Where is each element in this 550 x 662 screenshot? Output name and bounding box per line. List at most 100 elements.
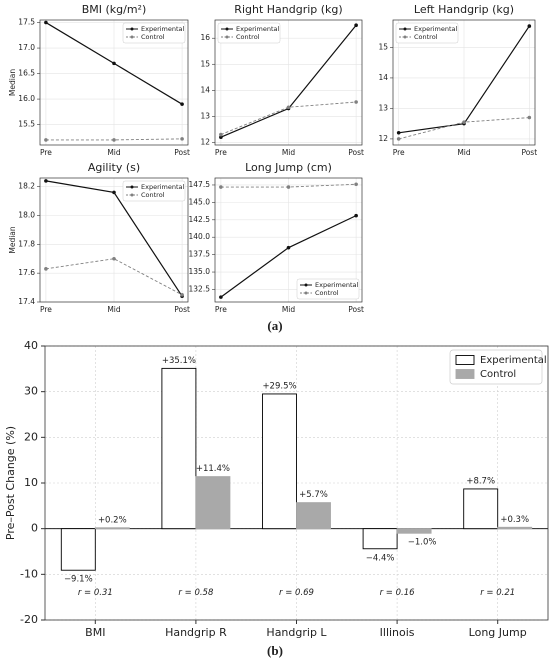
legend-swatch	[130, 185, 134, 189]
plot-frame	[44, 345, 549, 621]
chart-title: BMI (kg/m²)	[82, 3, 147, 16]
legend-swatch	[403, 35, 407, 39]
data-point	[112, 256, 116, 261]
data-point	[180, 292, 184, 297]
data-point	[354, 23, 358, 28]
data-point	[180, 137, 184, 141]
x-tick-label: Mid	[107, 148, 121, 157]
x-tick-label: BMI	[85, 626, 105, 639]
data-point	[354, 182, 358, 187]
y-axis-label: Median	[8, 69, 17, 97]
y-tick-label: 132.5	[189, 284, 211, 293]
data-point	[44, 138, 48, 142]
value-label: +11.4%	[196, 464, 230, 474]
legend-swatch	[225, 27, 229, 31]
legend-label: Control	[236, 33, 260, 41]
y-tick-label: 30	[24, 385, 38, 398]
data-point	[112, 61, 116, 66]
legend-swatch	[225, 35, 229, 39]
data-point	[219, 132, 223, 137]
value-label: +35.1%	[162, 356, 196, 366]
data-point	[219, 295, 223, 299]
data-point	[180, 102, 184, 106]
series-line	[45, 258, 183, 296]
y-tick-label: 15	[200, 59, 210, 68]
data-point	[219, 135, 223, 139]
y-tick-label: 16.0	[18, 94, 35, 103]
y-tick-label: -10	[20, 567, 38, 580]
value-label: +0.2%	[98, 515, 127, 525]
chart-title: Right Handgrip (kg)	[234, 3, 342, 16]
y-tick-label: 18.0	[18, 210, 35, 219]
legend-label: Experimental	[236, 25, 280, 33]
value-label: −4.4%	[366, 553, 395, 563]
y-tick-label: 17.5	[18, 18, 35, 27]
bar	[362, 528, 398, 550]
y-tick-label: 16.5	[18, 69, 35, 78]
bar	[262, 393, 297, 530]
y-tick-label: 137.5	[189, 250, 211, 259]
panel-label: (b)	[267, 643, 283, 658]
data-point	[286, 245, 291, 250]
bar	[497, 526, 533, 530]
y-tick-label: 14	[378, 73, 388, 82]
y-tick-label: 17.8	[18, 239, 35, 248]
bar	[296, 502, 331, 530]
plot-frame	[392, 19, 536, 146]
bar	[161, 367, 197, 530]
data-point	[354, 213, 358, 218]
y-axis-label: Median	[8, 226, 17, 254]
legend-box	[296, 278, 360, 300]
legend-swatch	[403, 27, 407, 31]
legend-swatch	[130, 27, 134, 31]
y-tick-label: 140.0	[189, 232, 211, 241]
bar	[94, 527, 130, 530]
plot-frame	[214, 19, 363, 146]
y-tick-label: 0	[31, 522, 38, 535]
data-point	[527, 24, 532, 28]
data-point	[44, 179, 48, 183]
annotation: r = 0.69	[279, 588, 314, 598]
plot-frame	[214, 177, 363, 303]
x-tick-label: Mid	[107, 305, 121, 314]
value-label: +8.7%	[466, 476, 495, 486]
legend-swatch	[130, 35, 134, 39]
y-tick-label: 147.5	[189, 180, 211, 189]
x-tick-label: Illinois	[380, 626, 415, 639]
data-point	[219, 185, 223, 189]
data-point	[462, 120, 466, 124]
data-point	[396, 137, 401, 141]
y-tick-label: 13	[378, 103, 388, 112]
y-tick-label: 13	[200, 111, 210, 120]
legend-box	[122, 180, 186, 202]
x-tick-label: Mid	[282, 305, 296, 314]
value-label: −1.0%	[408, 538, 437, 548]
x-tick-label: Mid	[457, 148, 471, 157]
data-point	[286, 105, 291, 110]
chart-title: Long Jump (cm)	[245, 161, 332, 174]
y-tick-label: 12	[200, 137, 210, 146]
bar	[195, 476, 231, 530]
data-point	[396, 131, 401, 135]
y-tick-label: 142.5	[189, 215, 211, 224]
bar	[60, 528, 96, 571]
bar	[396, 528, 432, 534]
y-tick-label: 18.2	[18, 182, 35, 191]
legend-label: Experimental	[414, 25, 458, 33]
annotation: r = 0.16	[380, 588, 416, 598]
plot-frame	[39, 19, 189, 146]
legend-label: Control	[315, 289, 339, 297]
value-label: −9.1%	[64, 575, 93, 585]
panel-label: (a)	[267, 318, 282, 333]
legend-label: Experimental	[141, 25, 185, 33]
annotation: r = 0.31	[78, 588, 113, 598]
y-tick-label: 10	[24, 476, 38, 489]
x-tick-label: Mid	[282, 148, 296, 157]
y-tick-label: 15.5	[18, 120, 35, 129]
data-point	[286, 185, 291, 189]
x-tick-label: Long Jump	[469, 626, 527, 639]
x-tick-label: Post	[174, 148, 190, 157]
y-tick-label: 40	[24, 339, 38, 352]
value-label: +5.7%	[299, 490, 328, 500]
